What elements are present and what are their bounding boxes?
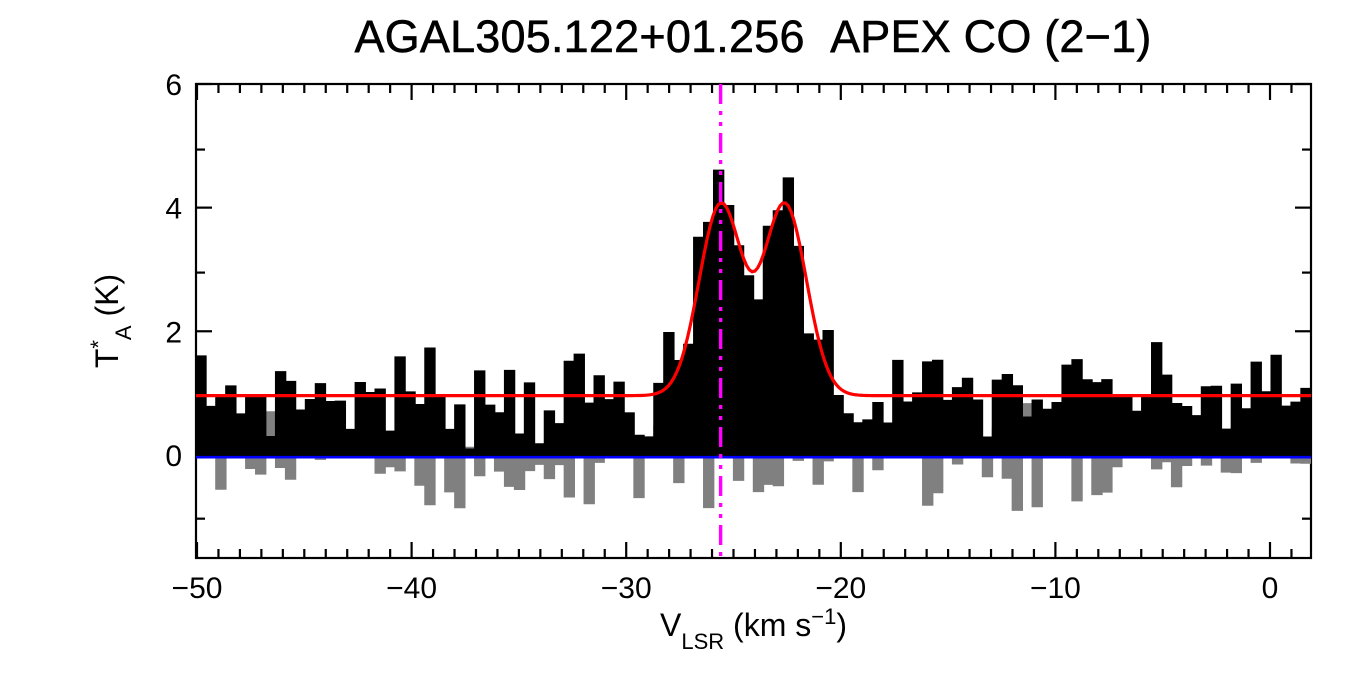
svg-text:AGAL305.122+01.256 APEX CO (2: AGAL305.122+01.256 APEX CO (2−1) (354, 11, 1151, 62)
svg-text:−10: −10 (1030, 572, 1081, 605)
svg-text:−40: −40 (386, 572, 437, 605)
svg-text:−30: −30 (601, 572, 652, 605)
svg-text:0: 0 (1262, 572, 1279, 605)
svg-text:2: 2 (165, 316, 182, 349)
svg-text:0: 0 (165, 440, 182, 473)
svg-text:6: 6 (165, 69, 182, 102)
svg-text:−50: −50 (172, 572, 223, 605)
svg-text:4: 4 (165, 193, 182, 226)
svg-text:−20: −20 (815, 572, 866, 605)
